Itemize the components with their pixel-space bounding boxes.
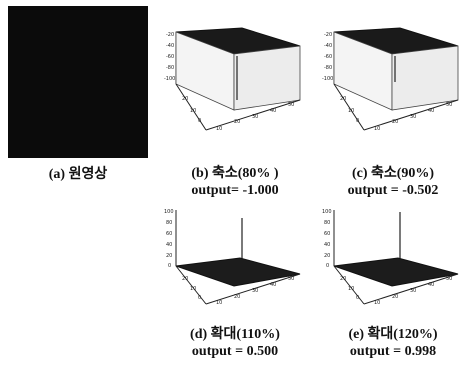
svg-text:-60: -60 — [166, 54, 174, 60]
svg-text:60: 60 — [166, 231, 172, 237]
caption-a: (a) 원영상 — [48, 167, 108, 182]
svg-text:40: 40 — [324, 242, 330, 248]
svg-text:20: 20 — [392, 119, 398, 125]
svg-text:40: 40 — [428, 282, 434, 288]
svg-text:40: 40 — [428, 108, 434, 114]
svg-text:20: 20 — [340, 96, 346, 102]
svg-text:0: 0 — [356, 118, 359, 124]
svg-text:20: 20 — [392, 294, 398, 300]
original-image — [8, 6, 148, 158]
svg-text:-40: -40 — [166, 43, 174, 49]
svg-text:20: 20 — [340, 276, 346, 282]
caption-e: (e) 확대(120%) output = 0.998 — [318, 326, 468, 360]
caption-d: (d) 확대(110%) output = 0.500 — [160, 326, 310, 360]
svg-text:20: 20 — [324, 253, 330, 259]
svg-text:40: 40 — [270, 282, 276, 288]
svg-text:-60: -60 — [324, 54, 332, 60]
svg-text:10: 10 — [374, 126, 380, 132]
svg-text:10: 10 — [216, 126, 222, 132]
svg-text:0: 0 — [326, 263, 329, 269]
svg-text:20: 20 — [182, 276, 188, 282]
svg-text:20: 20 — [182, 96, 188, 102]
output-c: output = -0.502 — [347, 183, 439, 198]
svg-text:10: 10 — [348, 108, 354, 114]
svg-text:-80: -80 — [166, 65, 174, 71]
svg-text:30: 30 — [410, 288, 416, 294]
svg-text:20: 20 — [166, 253, 172, 259]
svg-text:50: 50 — [288, 276, 294, 282]
caption-c: (c) 축소(90%) output = -0.502 — [318, 165, 468, 199]
svg-text:-40: -40 — [324, 43, 332, 49]
svg-text:30: 30 — [252, 288, 258, 294]
svg-text:0: 0 — [168, 263, 171, 269]
svg-text:40: 40 — [270, 108, 276, 114]
svg-text:10: 10 — [190, 286, 196, 292]
svg-text:10: 10 — [374, 300, 380, 306]
svg-text:100: 100 — [322, 209, 332, 215]
svg-text:50: 50 — [446, 102, 452, 108]
svg-text:-20: -20 — [166, 32, 174, 38]
svg-text:0: 0 — [198, 295, 201, 301]
svg-text:50: 50 — [288, 102, 294, 108]
svg-text:50: 50 — [446, 276, 452, 282]
svg-text:0: 0 — [198, 118, 201, 124]
svg-text:80: 80 — [166, 220, 172, 226]
output-b: output= -1.000 — [191, 183, 279, 198]
svg-text:0: 0 — [356, 295, 359, 301]
svg-text:30: 30 — [252, 114, 258, 120]
svg-text:80: 80 — [324, 220, 330, 226]
svg-text:20: 20 — [234, 119, 240, 125]
output-e: output = 0.998 — [349, 344, 437, 359]
svg-text:20: 20 — [234, 294, 240, 300]
svg-text:-100: -100 — [322, 76, 333, 82]
output-d: output = 0.500 — [191, 344, 279, 359]
svg-text:10: 10 — [216, 300, 222, 306]
svg-text:40: 40 — [166, 242, 172, 248]
caption-b: (b) 축소(80% ) output= -1.000 — [160, 165, 310, 199]
svg-text:10: 10 — [348, 286, 354, 292]
svg-text:10: 10 — [190, 108, 196, 114]
svg-text:100: 100 — [164, 209, 174, 215]
svg-text:30: 30 — [410, 114, 416, 120]
svg-text:-100: -100 — [164, 76, 175, 82]
svg-text:60: 60 — [324, 231, 330, 237]
svg-text:-80: -80 — [324, 65, 332, 71]
svg-text:-20: -20 — [324, 32, 332, 38]
